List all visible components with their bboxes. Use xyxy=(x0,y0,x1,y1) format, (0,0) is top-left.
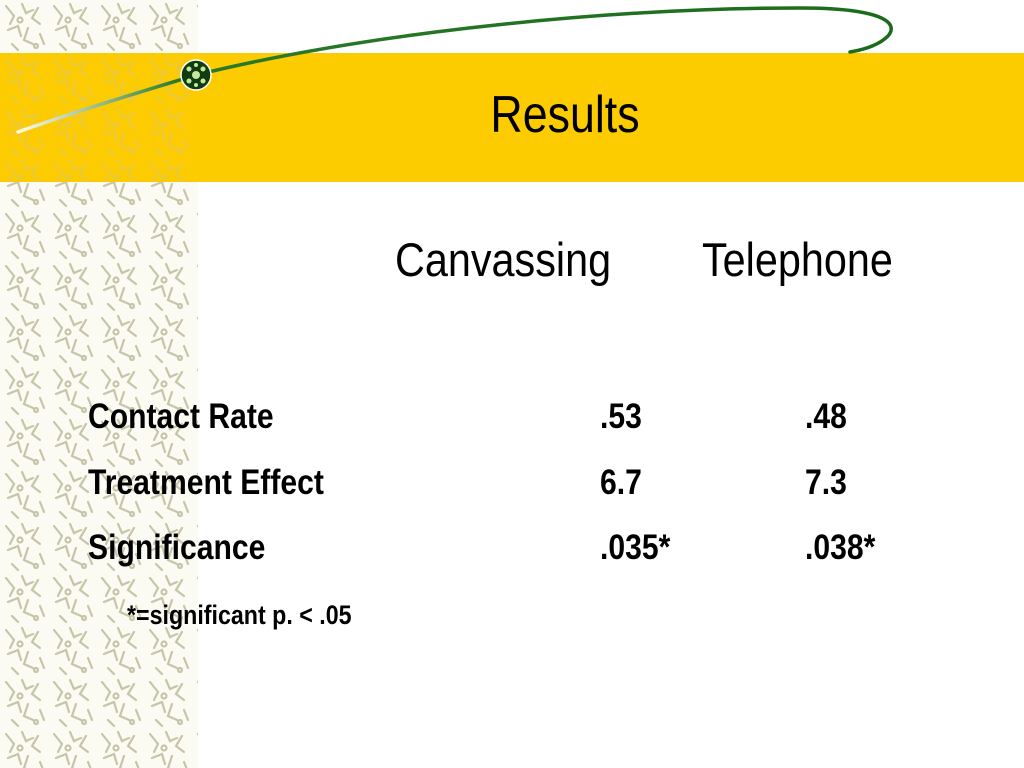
cell-contact-rate-canvassing: .53 xyxy=(600,397,642,436)
cell-significance-telephone: .038* xyxy=(805,528,876,567)
decorative-swoosh xyxy=(16,6,893,134)
row-label-contact-rate: Contact Rate xyxy=(88,397,274,436)
ornament-icon xyxy=(180,59,212,91)
row-label-treatment-effect: Treatment Effect xyxy=(88,463,324,502)
cell-contact-rate-telephone: .48 xyxy=(805,397,847,436)
cell-treatment-effect-canvassing: 6.7 xyxy=(600,463,642,502)
row-label-significance: Significance xyxy=(88,528,266,567)
band-pattern-overlay xyxy=(0,53,198,182)
footnote: *=significant p. < .05 xyxy=(127,600,352,630)
column-header-telephone: Telephone xyxy=(702,233,893,286)
slide-title: Results xyxy=(490,86,640,144)
cell-treatment-effect-telephone: 7.3 xyxy=(805,463,847,502)
cell-significance-canvassing: .035* xyxy=(600,528,671,567)
column-header-canvassing: Canvassing xyxy=(395,233,612,286)
